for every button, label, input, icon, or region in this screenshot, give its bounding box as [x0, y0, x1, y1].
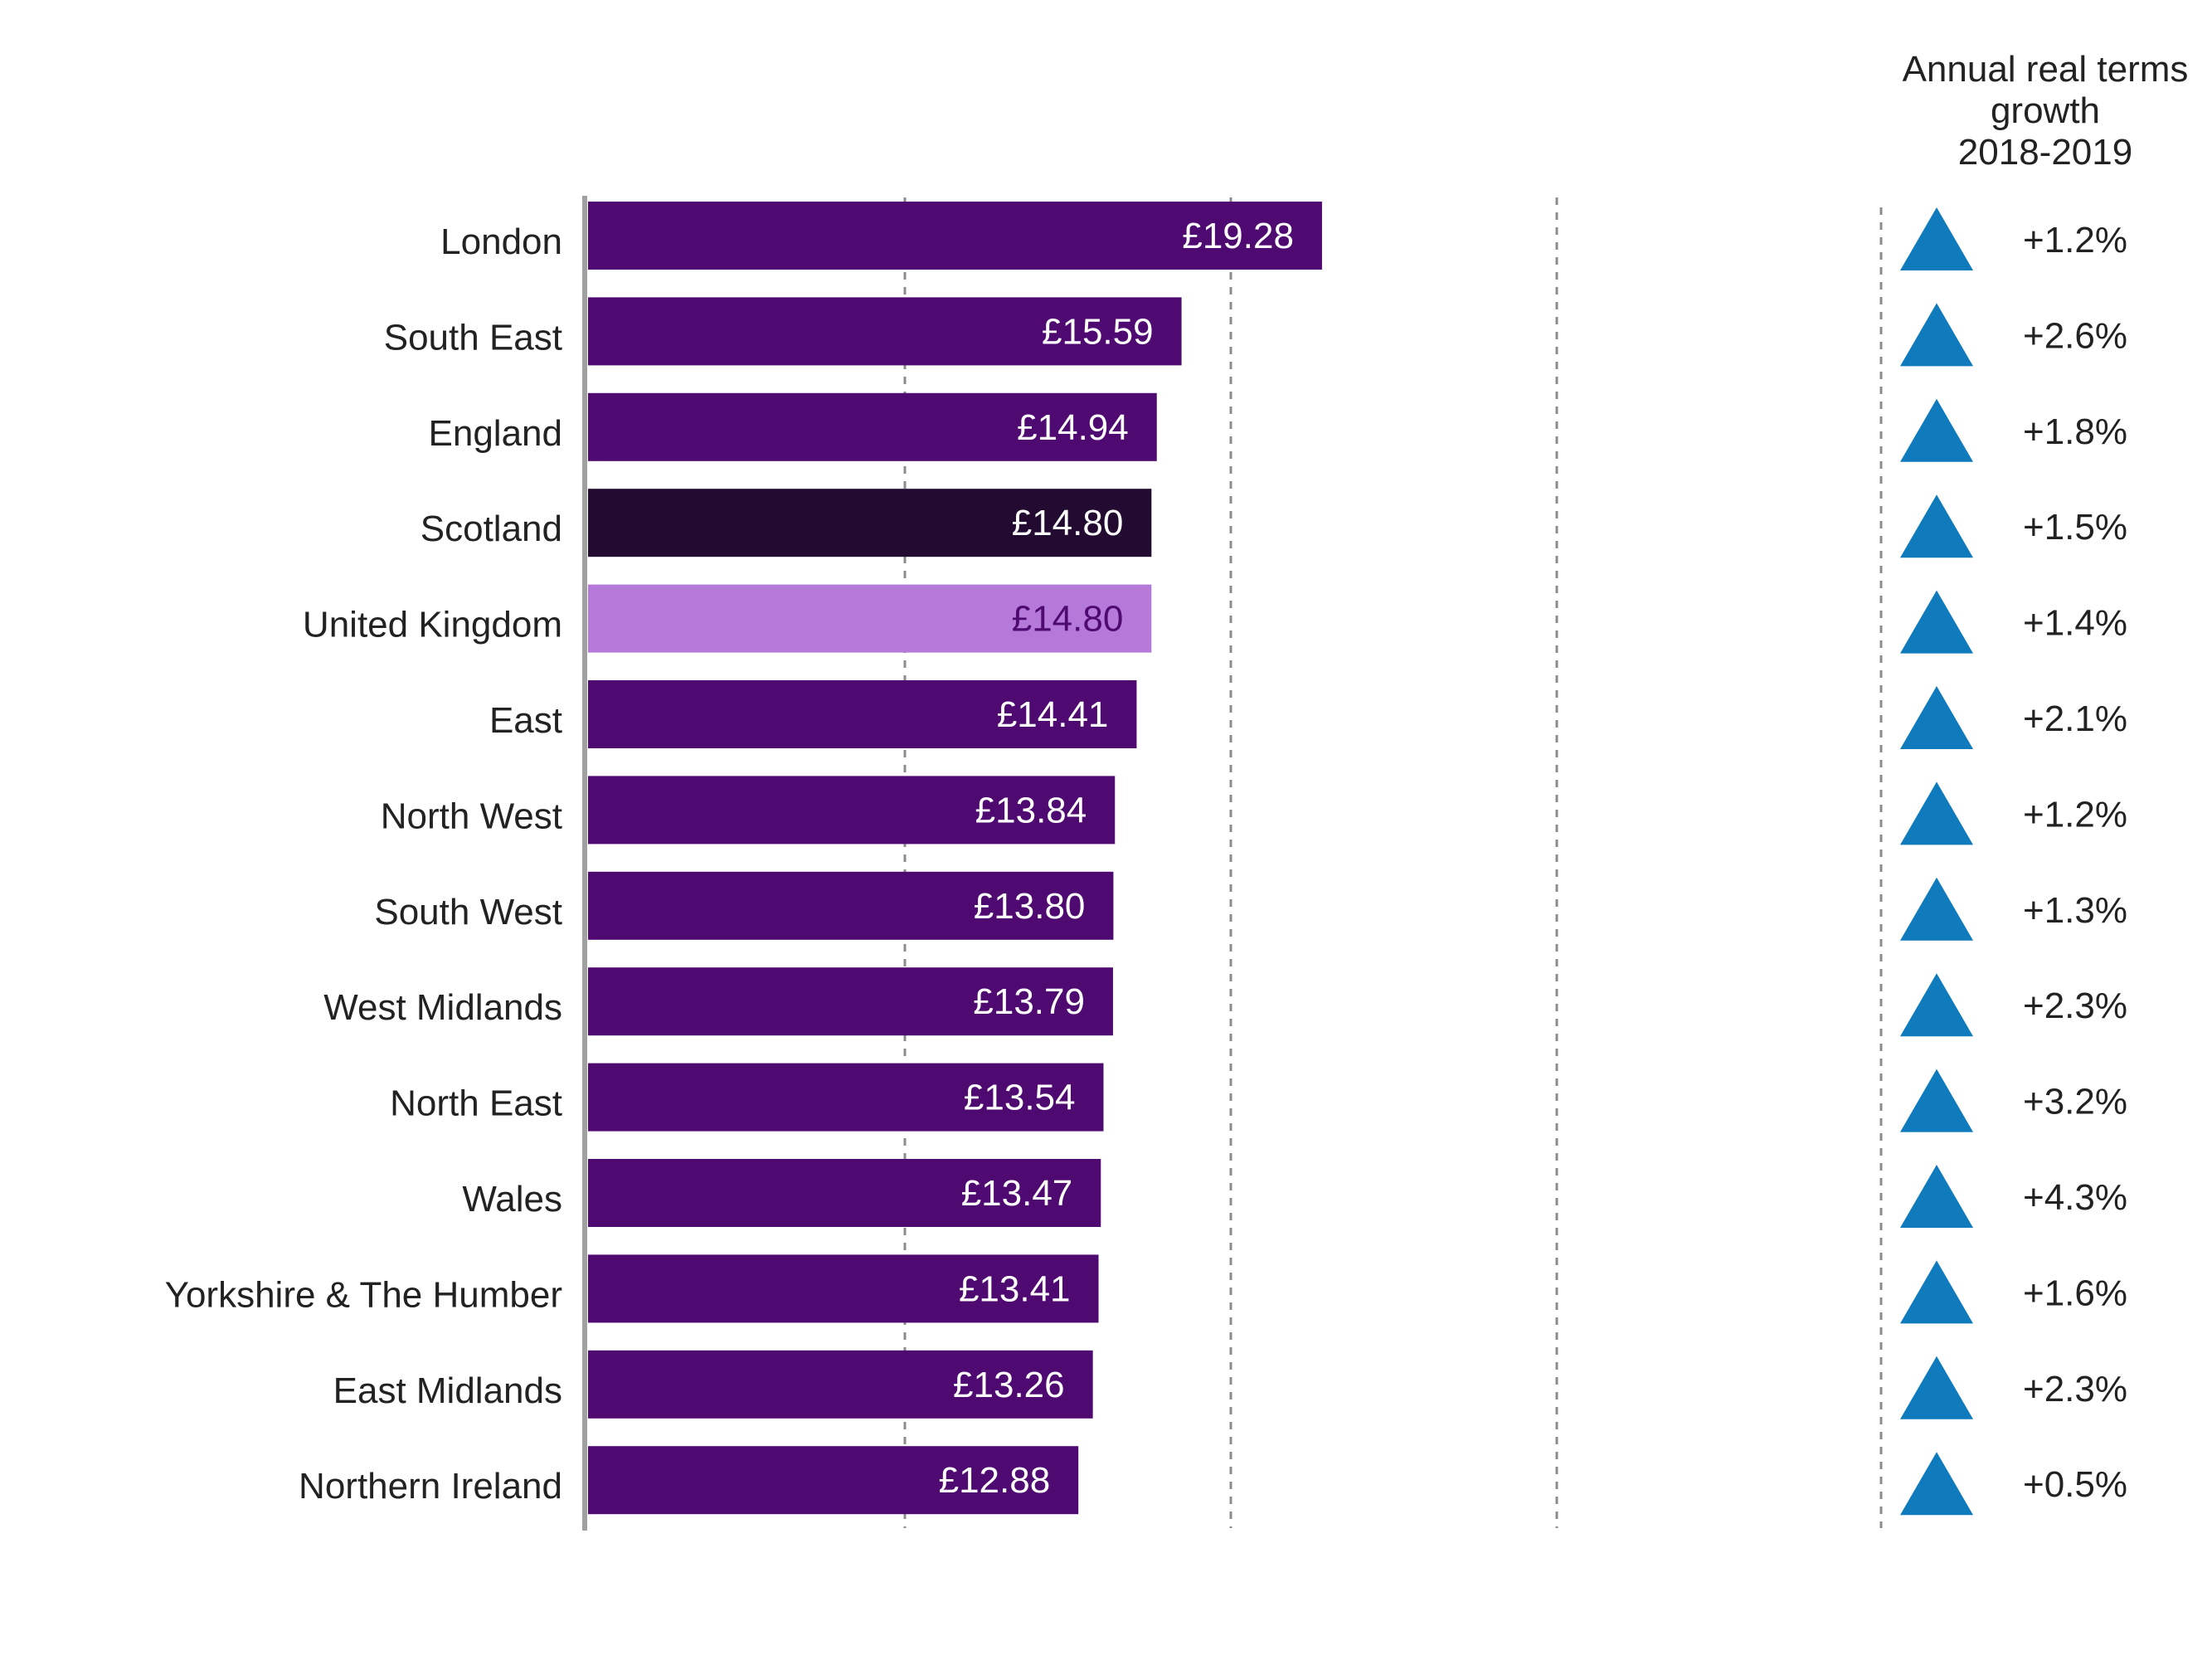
- up-triangle-icon: [1900, 398, 1973, 462]
- category-label: United Kingdom: [303, 605, 562, 645]
- up-triangle-icon: [1900, 494, 1973, 558]
- bars: [588, 202, 1322, 1515]
- growth-label: +0.5%: [2023, 1464, 2127, 1505]
- value-labels: £19.28 £15.59 £14.94 £14.80 £14.80 £14.41 £13.…: [939, 216, 1294, 1501]
- growth-label: +2.3%: [2023, 1369, 2127, 1409]
- category-label: East Midlands: [333, 1370, 562, 1411]
- category-label: Wales: [462, 1179, 562, 1219]
- up-triangle-icon: [1900, 303, 1973, 367]
- category-label: London: [440, 221, 562, 262]
- bar-england: [588, 392, 1157, 461]
- category-label: South West: [374, 892, 562, 932]
- bar-south-east: [588, 297, 1182, 366]
- value-label: £13.26: [953, 1365, 1065, 1405]
- growth-label: +1.6%: [2023, 1273, 2127, 1313]
- growth-label: +1.2%: [2023, 220, 2127, 260]
- growth-title-line: 2018-2019: [1958, 132, 2132, 173]
- bar-north-east: [588, 1063, 1104, 1132]
- category-label: Yorkshire & The Humber: [165, 1274, 562, 1315]
- value-label: £14.80: [1012, 599, 1124, 640]
- value-label: £13.84: [975, 790, 1087, 830]
- category-labels: London South East England Scotland United Ki…: [165, 221, 562, 1507]
- category-label: Scotland: [421, 509, 562, 549]
- up-triangle-icon: [1900, 207, 1973, 270]
- value-label: £13.79: [973, 981, 1085, 1022]
- growth-label: +1.8%: [2023, 411, 2127, 452]
- growth-title-line: Annual real terms: [1903, 49, 2189, 90]
- category-label: England: [429, 413, 562, 454]
- category-label: West Midlands: [323, 987, 562, 1028]
- growth-label: +2.6%: [2023, 315, 2127, 356]
- bar-west-midlands: [588, 967, 1113, 1036]
- bar-yorkshire-the-humber: [588, 1254, 1099, 1323]
- value-label: £14.41: [997, 694, 1109, 735]
- value-label: £13.54: [964, 1078, 1076, 1118]
- up-triangle-icon: [1900, 1452, 1973, 1516]
- growth-column: +1.2% +2.6% +1.8% +1.5% +1.4% +2.1% +1.2% +1.3%…: [1900, 49, 2189, 1516]
- up-triangle-icon: [1900, 973, 1973, 1037]
- category-label: North West: [381, 796, 562, 836]
- bar-south-west: [588, 871, 1114, 940]
- value-label: £14.94: [1017, 407, 1129, 448]
- value-label: £19.28: [1182, 216, 1294, 256]
- growth-label: +1.3%: [2023, 890, 2127, 931]
- up-triangle-icon: [1900, 781, 1973, 845]
- bar-wales: [588, 1159, 1101, 1227]
- bar-scotland: [588, 489, 1152, 557]
- growth-label: +2.1%: [2023, 699, 2127, 739]
- up-triangle-icon: [1900, 1069, 1973, 1132]
- up-triangle-icon: [1900, 590, 1973, 654]
- bar-northern-ireland: [588, 1446, 1079, 1515]
- growth-label: +1.5%: [2023, 507, 2127, 548]
- value-label: £13.47: [961, 1173, 1073, 1214]
- value-label: £14.80: [1012, 503, 1124, 543]
- up-triangle-icon: [1900, 877, 1973, 941]
- growth-label: +1.4%: [2023, 603, 2127, 644]
- growth-label: +4.3%: [2023, 1177, 2127, 1218]
- category-label: Northern Ireland: [299, 1466, 562, 1507]
- category-label: South East: [384, 317, 562, 358]
- category-label: East: [489, 700, 562, 741]
- bar-east-midlands: [588, 1350, 1093, 1419]
- up-triangle-icon: [1900, 686, 1973, 749]
- growth-label: +1.2%: [2023, 794, 2127, 835]
- bar-east: [588, 680, 1137, 748]
- bar-united-kingdom: [588, 584, 1152, 653]
- growth-label: +3.2%: [2023, 1082, 2127, 1122]
- bar-north-west: [588, 776, 1116, 845]
- up-triangle-icon: [1900, 1260, 1973, 1324]
- value-label: £12.88: [939, 1460, 1051, 1501]
- category-label: North East: [390, 1083, 562, 1124]
- up-triangle-icon: [1900, 1356, 1973, 1419]
- value-label: £15.59: [1042, 311, 1154, 352]
- growth-title-line: growth: [1991, 90, 2100, 131]
- growth-label: +2.3%: [2023, 986, 2127, 1026]
- bar-london: [588, 202, 1322, 270]
- value-label: £13.41: [959, 1268, 1071, 1309]
- up-triangle-icon: [1900, 1165, 1973, 1228]
- value-label: £13.80: [974, 886, 1086, 927]
